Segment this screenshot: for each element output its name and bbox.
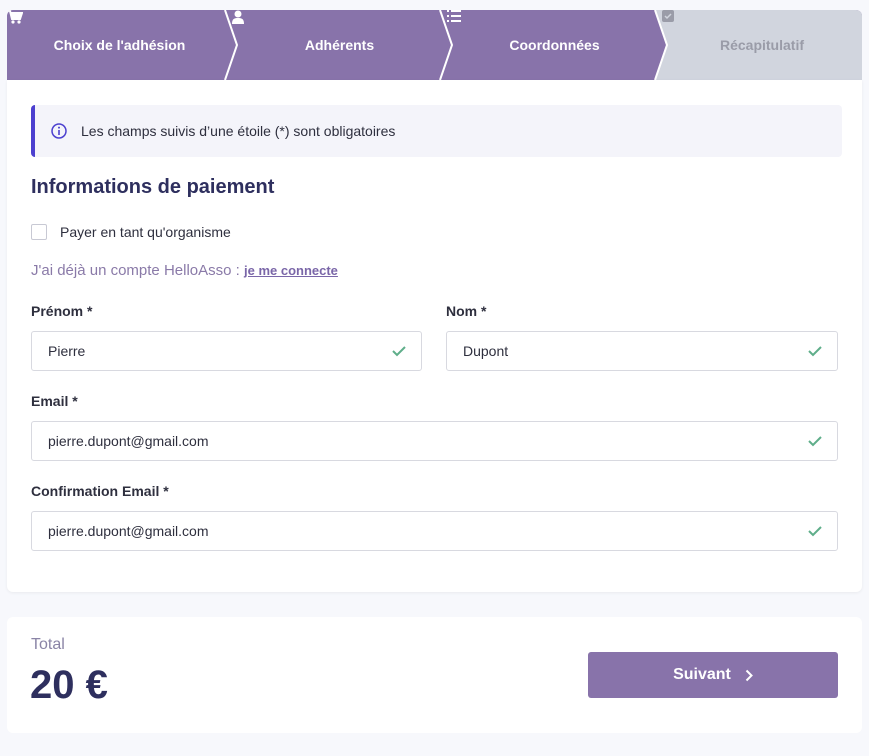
info-icon: [51, 123, 67, 139]
checkbox-label: Payer en tant qu'organisme: [60, 224, 231, 240]
org-checkbox[interactable]: Payer en tant qu'organisme: [31, 224, 231, 240]
total-label: Total: [31, 636, 65, 653]
required-fields-notice: Les champs suivis d’une étoile (*) sont …: [31, 105, 842, 157]
input-value: pierre.dupont@gmail.com: [48, 433, 209, 449]
lastname-label: Nom *: [446, 303, 487, 319]
step-choix-adhesion[interactable]: Choix de l'adhésion: [7, 10, 232, 80]
total-value: 20 €: [30, 663, 108, 707]
payment-form-card: Les champs suivis d’une étoile (*) sont …: [7, 80, 862, 592]
step-label: Récapitulatif: [719, 37, 804, 53]
check-icon: [808, 346, 822, 357]
firstname-input[interactable]: Pierre: [31, 331, 422, 371]
email-confirm-label: Confirmation Email *: [31, 483, 169, 499]
email-input[interactable]: pierre.dupont@gmail.com: [31, 421, 838, 461]
step-adherents[interactable]: Adhérents: [232, 10, 447, 80]
chevron-right-icon: [745, 669, 753, 681]
check-icon: [392, 346, 406, 357]
account-line: J'ai déjà un compte HelloAsso : je me co…: [31, 262, 338, 279]
login-link[interactable]: je me connecte: [243, 263, 338, 278]
stepper-background: [7, 10, 862, 80]
step-recapitulatif: Récapitulatif: [662, 10, 862, 80]
firstname-label: Prénom *: [31, 303, 93, 319]
check-icon: [808, 526, 822, 537]
input-value: pierre.dupont@gmail.com: [48, 523, 209, 539]
stepper: Choix de l'adhésion Adhérents Coordonnée…: [7, 10, 862, 80]
cart-icon: [7, 10, 23, 24]
lastname-input[interactable]: Dupont: [446, 331, 838, 371]
step-label: Choix de l'adhésion: [53, 37, 186, 53]
list-icon: [447, 10, 461, 22]
email-label: Email *: [31, 393, 78, 409]
input-value: Dupont: [463, 343, 509, 359]
email-confirm-input[interactable]: pierre.dupont@gmail.com: [31, 511, 838, 551]
section-title: Informations de paiement: [31, 176, 275, 198]
account-text: J'ai déjà un compte HelloAsso :: [31, 262, 240, 279]
next-button[interactable]: Suivant: [588, 652, 838, 698]
notice-text: Les champs suivis d’une étoile (*) sont …: [81, 123, 396, 139]
step-label: Adhérents: [304, 37, 375, 53]
user-icon: [232, 10, 244, 24]
input-value: Pierre: [48, 343, 86, 359]
check-icon: [808, 436, 822, 447]
step-label: Coordonnées: [509, 37, 600, 53]
next-label: Suivant: [673, 666, 731, 683]
total-bar: Total 20 € Suivant: [7, 617, 862, 733]
step-coordonnees[interactable]: Coordonnées: [447, 10, 662, 80]
checkbox-icon: [662, 10, 674, 22]
checkbox[interactable]: [31, 224, 47, 240]
